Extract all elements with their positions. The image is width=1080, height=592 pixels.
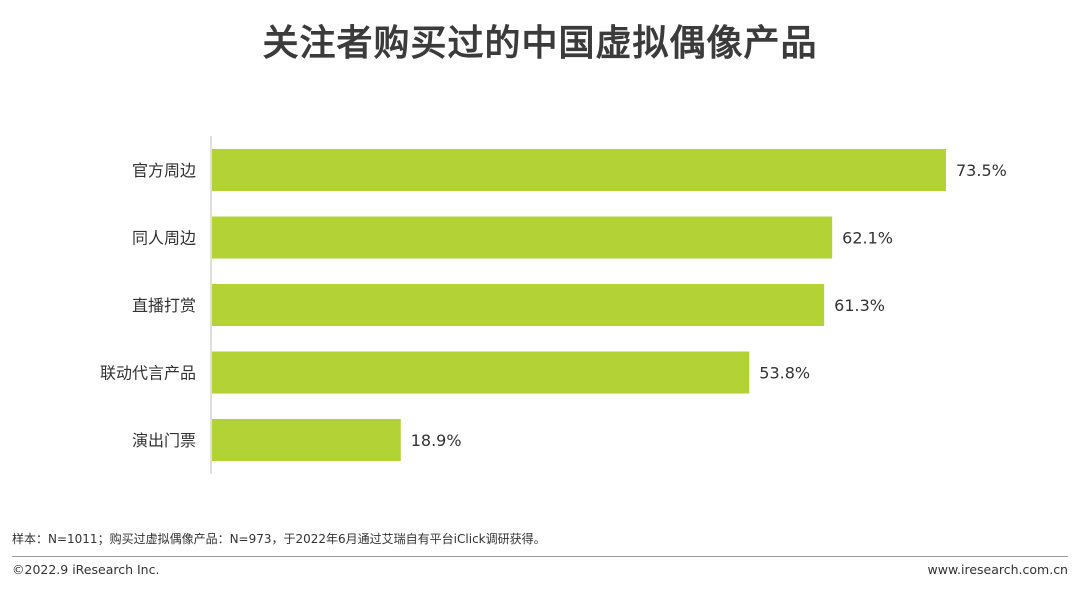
website-url: www.iresearch.com.cn [927, 562, 1069, 577]
footnote: 样本：N=1011；购买过虚拟偶像产品：N=973，于2022年6月通过艾瑞自有… [12, 532, 546, 546]
chart-title: 关注者购买过的中国虚拟偶像产品 [262, 23, 818, 64]
bars-group: 官方周边 73.5% 同人周边 62.1% 直播打赏 61.3% 联动代言产品 53.8% 演出… [100, 149, 1007, 461]
bar-chart: 官方周边 73.5% 同人周边 62.1% 直播打赏 61.3% 联动代言产品 53.8% 演出… [100, 136, 1007, 474]
bar-3 [212, 284, 825, 326]
category-label: 同人周边 [132, 229, 196, 248]
copyright: ©2022.9 iResearch Inc. [12, 562, 160, 577]
bar-1 [212, 149, 946, 191]
bar-5 [212, 419, 401, 461]
value-label: 73.5% [956, 161, 1007, 180]
value-label: 61.3% [834, 296, 885, 315]
value-label: 62.1% [842, 229, 893, 248]
category-label: 演出门票 [132, 431, 196, 450]
bar-4 [212, 351, 750, 394]
value-label: 18.9% [411, 431, 462, 450]
category-label: 官方周边 [132, 161, 196, 180]
category-label: 直播打赏 [132, 296, 196, 315]
category-label: 联动代言产品 [100, 364, 196, 383]
value-label: 53.8% [759, 364, 810, 383]
footer-divider [12, 556, 1068, 557]
bar-2 [212, 216, 833, 259]
